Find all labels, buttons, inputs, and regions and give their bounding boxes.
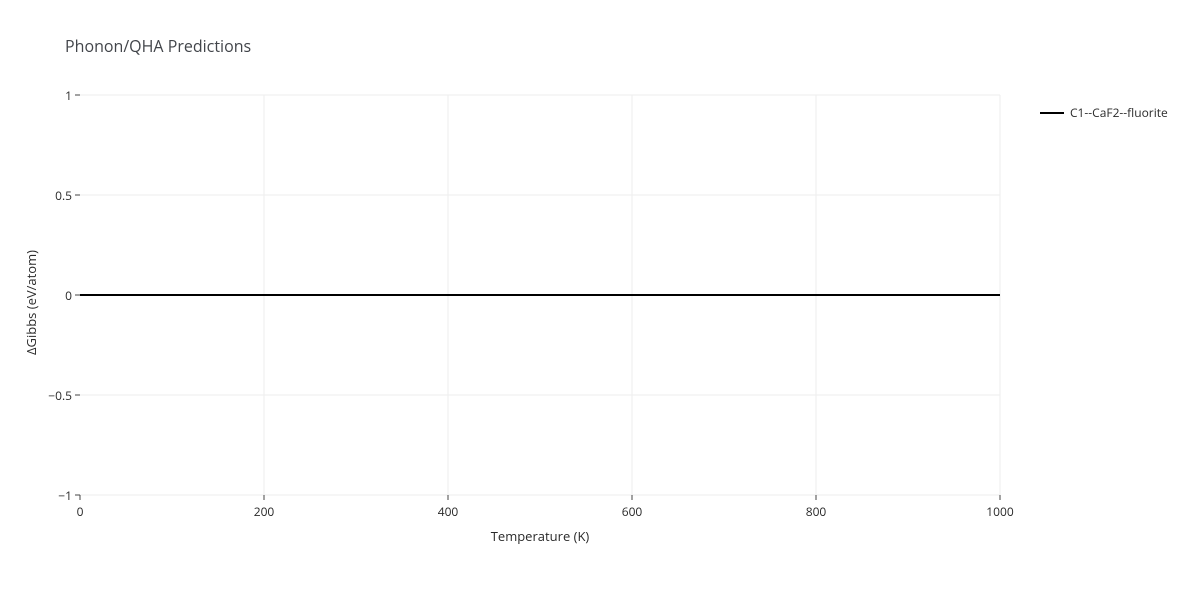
x-tick-label: 600	[602, 503, 662, 520]
chart-legend[interactable]: C1--CaF2--fluorite	[1040, 104, 1168, 121]
x-axis-label: Temperature (K)	[480, 527, 600, 545]
y-tick-label: −0.5	[32, 387, 72, 404]
legend-series-line	[1040, 112, 1064, 114]
chart-container: Phonon/QHA Predictions −1−0.500.51 02004…	[0, 0, 1200, 600]
x-tick-label: 0	[50, 503, 110, 520]
y-tick-label: 0.5	[32, 187, 72, 204]
x-tick-label: 400	[418, 503, 478, 520]
x-tick-label: 200	[234, 503, 294, 520]
x-tick-label: 1000	[970, 503, 1030, 520]
y-tick-label: 1	[32, 87, 72, 104]
legend-series-label: C1--CaF2--fluorite	[1070, 104, 1168, 121]
y-axis-label: ΔGibbs (eV/atom)	[22, 250, 40, 355]
x-tick-label: 800	[786, 503, 846, 520]
y-tick-label: −1	[32, 487, 72, 504]
